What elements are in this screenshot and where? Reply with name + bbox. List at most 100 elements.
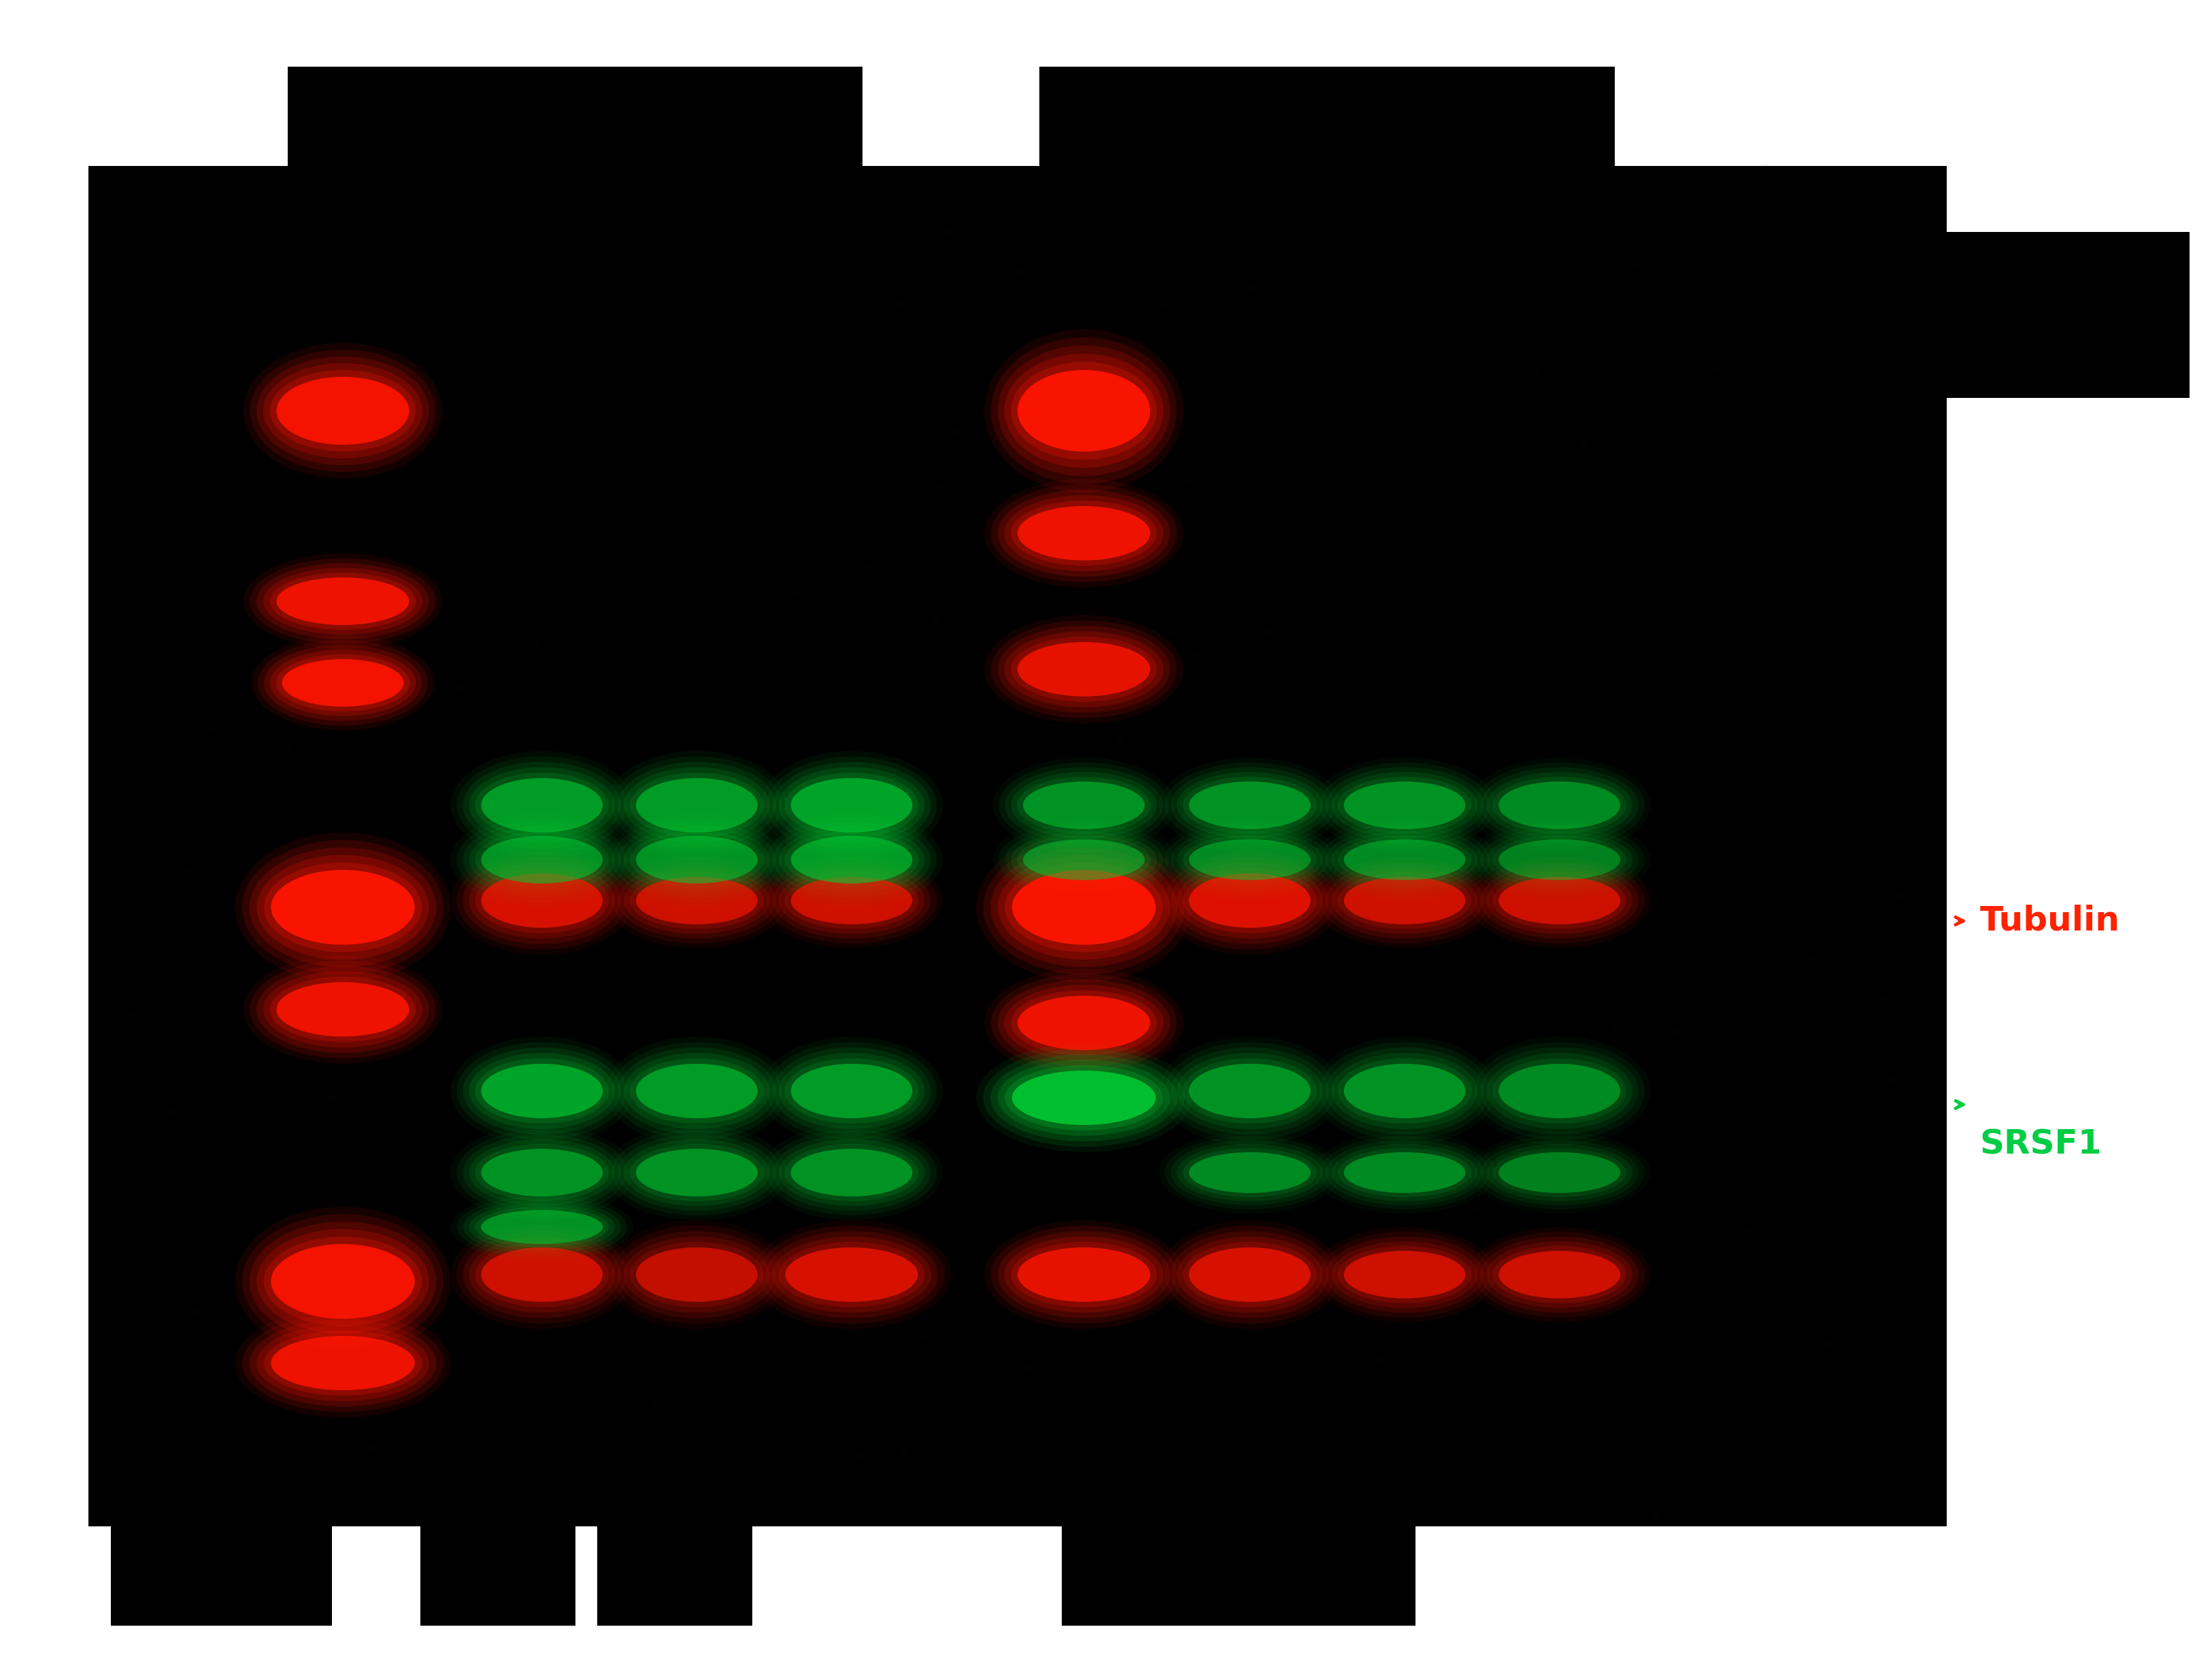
Ellipse shape <box>975 833 1192 982</box>
Ellipse shape <box>1011 501 1157 566</box>
Ellipse shape <box>1004 828 1164 893</box>
Ellipse shape <box>1183 1148 1316 1198</box>
Ellipse shape <box>630 1145 763 1201</box>
Ellipse shape <box>792 1148 914 1196</box>
Ellipse shape <box>1345 876 1464 924</box>
Ellipse shape <box>476 831 608 888</box>
Ellipse shape <box>250 961 436 1058</box>
Ellipse shape <box>1177 1053 1323 1130</box>
Ellipse shape <box>1018 506 1150 561</box>
Ellipse shape <box>772 863 931 939</box>
Ellipse shape <box>250 1319 436 1407</box>
Ellipse shape <box>624 868 770 934</box>
Ellipse shape <box>263 1331 422 1395</box>
Ellipse shape <box>624 1053 770 1130</box>
Ellipse shape <box>1018 642 1150 697</box>
Ellipse shape <box>482 873 602 927</box>
Ellipse shape <box>1486 771 1632 838</box>
Ellipse shape <box>482 1248 602 1302</box>
Ellipse shape <box>982 839 1186 974</box>
Ellipse shape <box>257 854 429 959</box>
Ellipse shape <box>637 1148 757 1196</box>
Ellipse shape <box>1318 1231 1491 1317</box>
Ellipse shape <box>1170 1047 1329 1135</box>
Ellipse shape <box>257 640 427 725</box>
Ellipse shape <box>1177 863 1323 939</box>
Ellipse shape <box>1486 1053 1632 1130</box>
Ellipse shape <box>1486 868 1632 934</box>
Ellipse shape <box>984 479 1183 587</box>
Ellipse shape <box>1159 1221 1340 1329</box>
Ellipse shape <box>1480 1236 1639 1312</box>
Ellipse shape <box>772 1135 931 1211</box>
Ellipse shape <box>263 1236 422 1326</box>
Ellipse shape <box>1473 858 1646 944</box>
Ellipse shape <box>451 846 633 956</box>
Ellipse shape <box>792 778 914 833</box>
Ellipse shape <box>1500 781 1619 830</box>
Bar <box>1062 1526 1416 1626</box>
Ellipse shape <box>482 1148 602 1196</box>
Ellipse shape <box>243 343 442 479</box>
Ellipse shape <box>624 1140 770 1206</box>
Ellipse shape <box>451 1037 633 1145</box>
Ellipse shape <box>456 757 628 854</box>
Ellipse shape <box>1314 1228 1495 1322</box>
Ellipse shape <box>263 363 422 458</box>
Ellipse shape <box>611 816 783 902</box>
Ellipse shape <box>637 876 757 924</box>
Ellipse shape <box>1318 823 1491 896</box>
Ellipse shape <box>469 863 615 939</box>
Ellipse shape <box>1022 839 1146 879</box>
Ellipse shape <box>1170 1140 1329 1204</box>
Ellipse shape <box>1159 846 1340 956</box>
Ellipse shape <box>1473 1231 1646 1317</box>
Ellipse shape <box>1332 1241 1478 1307</box>
Ellipse shape <box>785 773 918 838</box>
Ellipse shape <box>1493 1148 1626 1198</box>
Ellipse shape <box>1325 828 1484 893</box>
Ellipse shape <box>1345 1251 1464 1299</box>
Ellipse shape <box>469 1053 615 1130</box>
Ellipse shape <box>611 1130 783 1216</box>
Ellipse shape <box>768 757 938 854</box>
Ellipse shape <box>779 1140 925 1206</box>
Ellipse shape <box>637 778 757 833</box>
Ellipse shape <box>476 868 608 932</box>
Ellipse shape <box>234 1206 451 1357</box>
Ellipse shape <box>768 858 938 944</box>
Ellipse shape <box>991 337 1177 484</box>
Ellipse shape <box>630 873 763 929</box>
Ellipse shape <box>482 836 602 884</box>
Ellipse shape <box>1500 839 1619 879</box>
Ellipse shape <box>276 377 409 445</box>
Ellipse shape <box>752 1221 951 1329</box>
Ellipse shape <box>1325 1140 1484 1204</box>
Ellipse shape <box>1332 1145 1478 1201</box>
Ellipse shape <box>270 650 416 717</box>
Ellipse shape <box>637 1248 757 1302</box>
Ellipse shape <box>1480 1047 1639 1135</box>
Ellipse shape <box>476 1243 608 1307</box>
Ellipse shape <box>779 1053 925 1130</box>
Ellipse shape <box>1004 1236 1164 1312</box>
Ellipse shape <box>1004 630 1164 707</box>
Ellipse shape <box>270 977 416 1042</box>
Ellipse shape <box>792 876 914 924</box>
Ellipse shape <box>1164 851 1334 949</box>
Ellipse shape <box>1170 766 1329 843</box>
Ellipse shape <box>1314 853 1495 949</box>
Ellipse shape <box>1011 362 1157 460</box>
Ellipse shape <box>759 1226 945 1324</box>
Ellipse shape <box>257 1229 429 1334</box>
Ellipse shape <box>243 956 442 1063</box>
Ellipse shape <box>243 554 442 649</box>
Ellipse shape <box>1183 834 1316 884</box>
Ellipse shape <box>1183 1243 1316 1307</box>
Ellipse shape <box>482 778 602 833</box>
Ellipse shape <box>1338 1246 1471 1304</box>
Ellipse shape <box>1486 831 1632 888</box>
Ellipse shape <box>1325 1236 1484 1312</box>
Ellipse shape <box>469 1236 615 1312</box>
Ellipse shape <box>1332 831 1478 888</box>
